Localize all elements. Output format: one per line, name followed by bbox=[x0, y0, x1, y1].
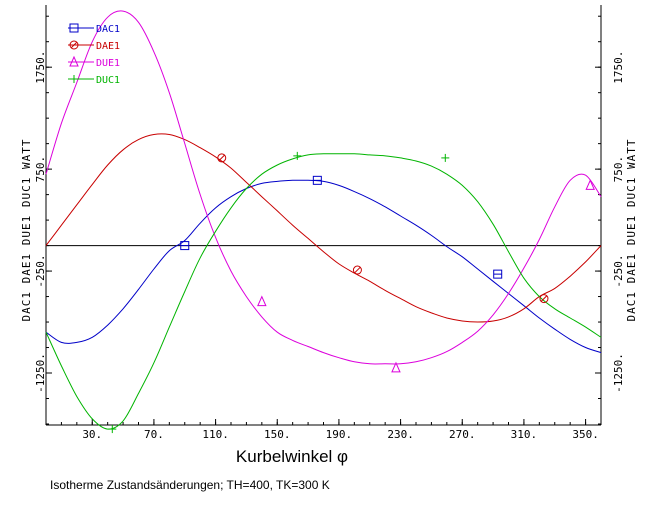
x-tick-label-6: 270. bbox=[449, 428, 476, 441]
x-tick-label-4: 190. bbox=[326, 428, 353, 441]
x-axis-title: Kurbelwinkel φ bbox=[236, 447, 348, 466]
series-line-due1 bbox=[45, 10, 602, 365]
legend: DAC1 DAE1 DUE1 DUC1 bbox=[68, 23, 120, 86]
marker-due1-1 bbox=[391, 361, 401, 373]
x-tick-label-5: 230. bbox=[387, 428, 414, 441]
legend-label-dae1: DAE1 bbox=[96, 41, 120, 52]
series-lines bbox=[45, 10, 602, 430]
marker-dac1-1 bbox=[312, 175, 322, 185]
caption: Isotherme Zustandsänderungen; TH=400, TK… bbox=[50, 478, 330, 492]
x-tick-label-1: 70. bbox=[144, 428, 164, 441]
marker-duc1-2 bbox=[441, 153, 450, 162]
left-axis-label: DAC1 DAE1 DUE1 DUC1 WATT bbox=[20, 139, 33, 322]
marker-duc1-0 bbox=[108, 425, 117, 434]
y-tick-label-right-2: -250. bbox=[612, 255, 625, 288]
marker-dac1-0 bbox=[180, 241, 190, 251]
y-tick-label-left-2: -250. bbox=[34, 255, 47, 288]
legend-marker-due1 bbox=[69, 55, 79, 67]
marker-due1-0 bbox=[257, 295, 267, 307]
series-markers bbox=[108, 151, 595, 434]
y-tick-label-left-0: 1750. bbox=[34, 51, 47, 84]
legend-marker-dae1 bbox=[69, 40, 79, 50]
y-tick-label-left-3: -1250. bbox=[34, 353, 47, 393]
x-tick-label-2: 110. bbox=[202, 428, 229, 441]
x-tick-label-0: 30. bbox=[82, 428, 102, 441]
y-tick-label-left-1: 750. bbox=[34, 156, 47, 183]
marker-due1-2 bbox=[585, 179, 595, 190]
axes bbox=[45, 5, 602, 426]
legend-label-dac1: DAC1 bbox=[96, 24, 120, 35]
legend-entry-dac1: DAC1 bbox=[68, 23, 120, 35]
marker-dae1-2 bbox=[539, 294, 549, 304]
right-axis-label: DAC1 DAE1 DUE1 DUC1 WATT bbox=[625, 139, 638, 322]
legend-marker-dac1 bbox=[69, 23, 79, 33]
legend-label-due1: DUE1 bbox=[96, 58, 120, 69]
x-tick-label-7: 310. bbox=[511, 428, 538, 441]
legend-entry-dae1: DAE1 bbox=[68, 40, 120, 52]
y-tick-label-right-0: 1750. bbox=[612, 51, 625, 84]
marker-dae1-0 bbox=[217, 153, 227, 163]
legend-entry-due1: DUE1 bbox=[68, 55, 120, 69]
legend-entry-duc1: DUC1 bbox=[68, 75, 120, 86]
x-tick-label-3: 150. bbox=[264, 428, 291, 441]
marker-dac1-2 bbox=[493, 269, 503, 279]
legend-marker-duc1 bbox=[70, 75, 78, 83]
marker-dae1-1 bbox=[352, 265, 362, 275]
series-line-dae1 bbox=[45, 133, 602, 323]
x-tick-label-8: 350. bbox=[572, 428, 599, 441]
ticks: 30. 70. 110. 150. 190. 230. 270. 310. 350. 1750. 1… bbox=[34, 15, 625, 441]
series-line-duc1 bbox=[45, 153, 602, 430]
legend-label-duc1: DUC1 bbox=[96, 75, 120, 86]
y-tick-label-right-1: 750. bbox=[612, 156, 625, 183]
series-line-dac1 bbox=[45, 179, 602, 354]
y-tick-label-right-3: -1250. bbox=[612, 353, 625, 393]
marker-duc1-1 bbox=[293, 151, 302, 160]
